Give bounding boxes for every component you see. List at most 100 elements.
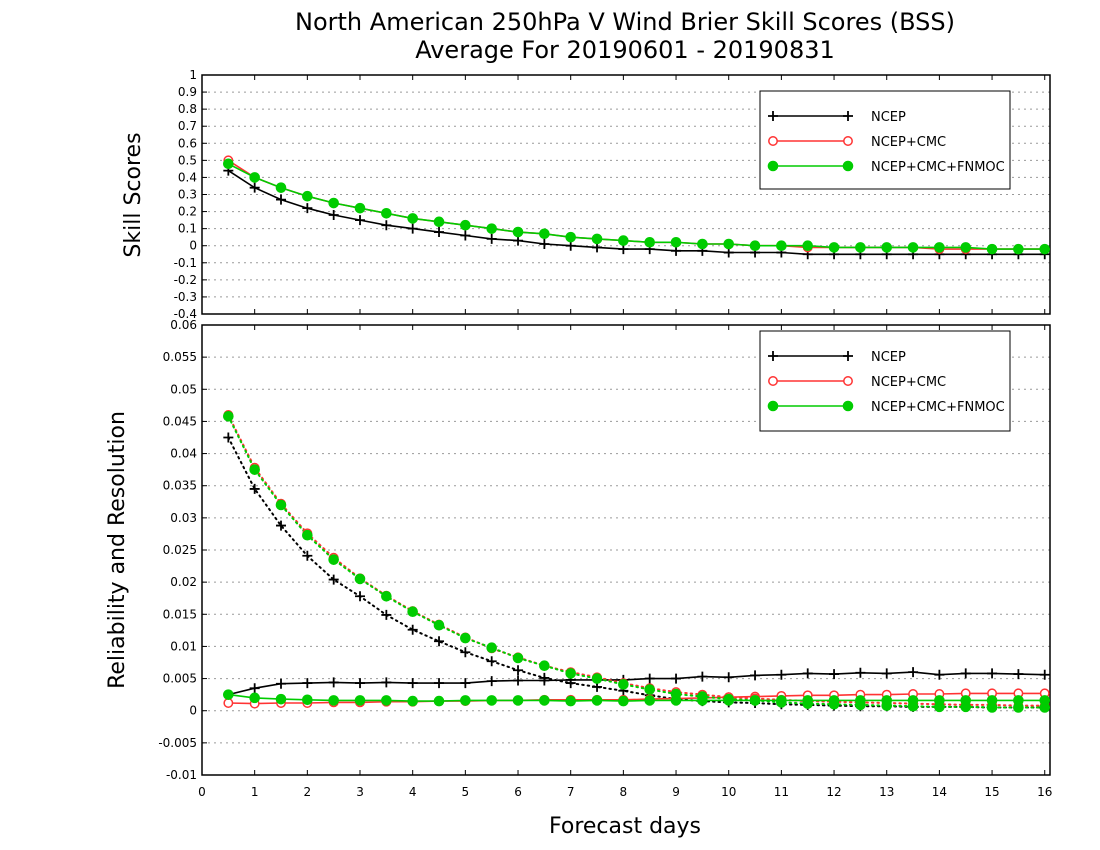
bottom-data-point-ncep-cmc-fnmoc-reliability — [354, 695, 366, 706]
bottom-data-point-ncep-reliability — [934, 669, 945, 680]
bottom-data-point-ncep-reliability — [1013, 669, 1024, 680]
top-data-point-ncep-cmc-fnmoc — [776, 240, 787, 252]
bottom-data-point-ncep-cmc-fnmoc-resolution — [328, 554, 339, 565]
top-data-point-ncep — [302, 203, 313, 214]
bottom-data-point-ncep-reliability — [407, 678, 418, 689]
bottom-data-point-ncep-cmc-fnmoc-reliability — [565, 695, 576, 707]
legend-label: NCEP+CMC — [871, 135, 946, 150]
bottom-data-point-ncep-resolution — [513, 665, 524, 676]
top-data-point-ncep-cmc-fnmoc — [433, 216, 445, 228]
bottom-data-point-ncep-cmc-fnmoc-resolution — [776, 697, 787, 708]
bottom-data-point-ncep-resolution — [355, 591, 366, 602]
top-data-point-ncep — [486, 233, 497, 244]
top-data-point-ncep-cmc-fnmoc — [275, 182, 287, 193]
top-data-point-ncep-cmc-fnmoc — [907, 242, 919, 253]
top-legend-box — [759, 90, 1011, 190]
legend-marker — [767, 160, 779, 172]
bottom-data-point-ncep-resolution — [223, 432, 234, 443]
top-data-point-ncep-cmc-fnmoc — [1013, 243, 1024, 255]
top-data-point-ncep-cmc-fnmoc — [381, 207, 392, 219]
bottom-series-line-ncep-reliability — [228, 671, 1045, 696]
legend-marker — [767, 400, 779, 412]
legend-marker — [768, 376, 778, 386]
x-tick-label: 3 — [356, 785, 364, 799]
bottom-series-line-ncep-cmc-reliability — [228, 692, 1045, 705]
legend-label: NCEP+CMC — [871, 375, 946, 390]
bottom-data-point-ncep-cmc-fnmoc-reliability — [618, 695, 629, 707]
top-data-point-ncep-cmc-fnmoc — [934, 242, 945, 253]
x-tick-label: 13 — [879, 785, 894, 799]
bottom-data-point-ncep-reliability — [671, 673, 682, 684]
bottom-y-tick-label: 0.015 — [163, 607, 197, 621]
bottom-y-tick-label: 0.025 — [163, 543, 197, 557]
bottom-data-point-ncep-cmc-fnmoc-resolution — [697, 691, 708, 702]
bottom-data-point-ncep-reliability — [513, 675, 524, 686]
bottom-data-point-ncep-reliability — [249, 683, 260, 694]
top-data-point-ncep-cmc-fnmoc — [591, 233, 603, 245]
bottom-y-tick-label: 0 — [189, 704, 197, 718]
x-tick-label: 6 — [514, 785, 522, 799]
top-data-point-ncep-cmc-fnmoc — [302, 190, 313, 202]
x-tick-label: 10 — [721, 785, 736, 799]
x-tick-label: 9 — [672, 785, 680, 799]
legend-label: NCEP — [871, 350, 906, 365]
x-tick-label: 0 — [198, 785, 206, 799]
x-tick-label: 11 — [774, 785, 789, 799]
bottom-y-tick-label: 0.035 — [163, 479, 197, 493]
bottom-y-tick-label: -0.005 — [158, 736, 197, 750]
top-data-point-ncep-cmc-fnmoc — [749, 240, 761, 252]
top-y-tick-label: -0.4 — [174, 307, 197, 321]
x-tick-label: 15 — [984, 785, 999, 799]
legend-label: NCEP+CMC+FNMOC — [871, 400, 1005, 415]
top-y-tick-label: -0.2 — [174, 273, 197, 287]
x-tick-label: 12 — [826, 785, 841, 799]
bottom-data-point-ncep-cmc-fnmoc-resolution — [486, 642, 497, 654]
bottom-data-point-ncep-cmc-fnmoc-reliability — [275, 693, 287, 705]
bottom-data-point-ncep-resolution — [486, 656, 497, 667]
bottom-series-line-ncep-cmc-fnmoc-resolution — [227, 415, 1046, 709]
bottom-data-point-ncep-resolution — [328, 574, 339, 585]
legend-label: NCEP+CMC+FNMOC — [871, 160, 1005, 175]
top-data-point-ncep — [355, 215, 366, 226]
bottom-data-point-ncep-reliability — [908, 667, 919, 678]
legend-marker — [842, 160, 854, 172]
top-data-point-ncep-cmc-fnmoc — [697, 238, 708, 250]
bottom-data-point-ncep-cmc-fnmoc-resolution — [828, 698, 840, 710]
bottom-y-tick-label: 0.01 — [170, 639, 197, 653]
bottom-data-point-ncep-cmc-fnmoc-resolution — [249, 464, 260, 475]
bottom-data-point-ncep-cmc-fnmoc-resolution — [381, 590, 392, 602]
bottom-data-point-ncep-reliability — [960, 668, 971, 679]
bottom-data-point-ncep-cmc-fnmoc-resolution — [881, 700, 893, 711]
legend-marker — [843, 111, 853, 121]
top-data-point-ncep-cmc-fnmoc — [249, 172, 260, 183]
bottom-data-point-ncep-resolution — [276, 520, 287, 531]
bottom-series-line-ncep-resolution — [227, 436, 1046, 709]
bottom-data-point-ncep-reliability — [1039, 669, 1050, 680]
bottom-data-point-ncep-reliability — [486, 676, 497, 687]
bottom-data-point-ncep-reliability — [987, 668, 998, 679]
bottom-data-point-ncep-cmc-fnmoc-reliability — [512, 695, 524, 706]
top-y-tick-label: 0.3 — [178, 188, 197, 202]
legend-marker — [768, 351, 778, 361]
bottom-data-point-ncep-cmc-fnmoc-resolution — [302, 529, 313, 541]
bottom-y-tick-label: 0.05 — [170, 382, 197, 396]
y-axis-label-skill-scores: Skill Scores — [121, 132, 146, 257]
bottom-data-point-ncep-cmc-fnmoc-resolution — [591, 673, 603, 684]
bottom-data-point-ncep-cmc-fnmoc-reliability — [433, 695, 445, 707]
bottom-data-point-ncep-cmc-fnmoc-reliability — [460, 695, 471, 706]
top-data-point-ncep-cmc-fnmoc — [486, 223, 497, 234]
top-data-point-ncep-cmc-fnmoc — [828, 242, 840, 253]
x-axis-label: Forecast days — [549, 814, 701, 839]
bottom-data-point-ncep-reliability — [460, 678, 471, 689]
bottom-data-point-ncep-cmc-fnmoc-resolution — [855, 699, 866, 711]
top-y-tick-label: 0 — [189, 239, 197, 253]
x-tick-label: 7 — [567, 785, 575, 799]
bottom-data-point-ncep-reliability — [881, 668, 892, 679]
top-y-tick-label: 0.8 — [178, 102, 197, 116]
legend-marker — [768, 136, 778, 146]
top-data-point-ncep — [434, 227, 445, 238]
top-data-point-ncep-cmc-fnmoc — [986, 243, 998, 255]
top-y-tick-label: 1 — [189, 68, 197, 82]
top-data-point-ncep — [381, 220, 392, 231]
